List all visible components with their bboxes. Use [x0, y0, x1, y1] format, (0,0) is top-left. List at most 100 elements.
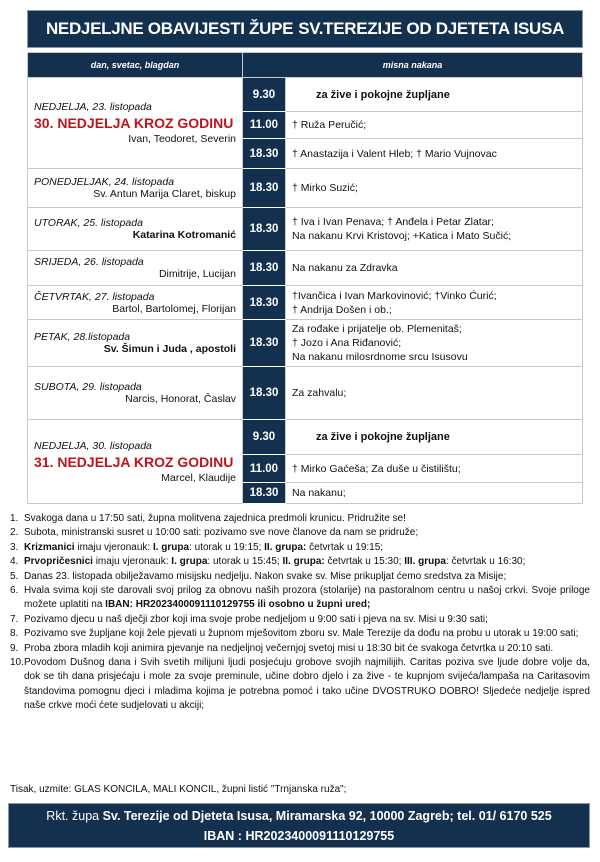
intention-line: †Ivančica i Ivan Markovinović; †Vinko Ću…	[292, 289, 497, 302]
day-cell: NEDJELJA, 23. listopada 30. NEDJELJA KROZ…	[27, 77, 243, 169]
mass-time: 18.30	[242, 482, 286, 504]
intention-line: † Jozo i Ana Riđanović;	[292, 337, 402, 349]
note-number: 3.	[10, 541, 19, 553]
table-row: SRIJEDA, 26. listopada Dimitrije, Lucijan…	[27, 250, 583, 286]
announcements-list: 1. Svakoga dana u 17:50 sati, župna molit…	[10, 512, 590, 714]
table-row: SUBOTA, 29. listopada Narcis, Honorat, Ča…	[27, 366, 583, 420]
saints: Ivan, Teodoret, Severin	[128, 133, 236, 145]
day-name: UTORAK, 25. listopada	[34, 217, 143, 229]
note-text: Svakoga dana u 17:50 sati, župna molitve…	[24, 512, 406, 526]
note-segment: I. grupa	[171, 556, 208, 568]
note-number: 9.	[10, 642, 19, 654]
note-item: 4. Prvopričesnici imaju vjeronauk: I. gru…	[10, 555, 590, 569]
note-number: 2.	[10, 527, 19, 539]
note-segment: II. grupa:	[282, 556, 325, 568]
note-segment: Danas 23. listopada obilježavamo misijsk…	[24, 570, 507, 582]
saints: Dimitrije, Lucijan	[158, 268, 236, 280]
intention-line: Za zahvalu;	[292, 387, 347, 399]
day-name: NEDJELJA, 23. listopada	[34, 101, 152, 113]
intention-line: † Andrija Došen i ob.;	[292, 303, 392, 316]
note-text: Danas 23. listopada obilježavamo misijsk…	[24, 570, 506, 584]
note-number: 10.	[10, 657, 24, 669]
note-segment: imaju vjeronauk:	[74, 541, 153, 553]
intention-line: Na nakanu za Zdravka	[292, 262, 398, 274]
press-note: Tisak, uzmite: GLAS KONCILA, MALI KONCIL…	[10, 784, 347, 795]
mass-time: 18.30	[242, 207, 286, 251]
day-cell: SUBOTA, 29. listopada Narcis, Honorat, Ča…	[27, 366, 243, 420]
note-item: 9. Proba zbora mladih koji animira pjevan…	[10, 642, 590, 656]
intention-line: za žive i pokojne župljane	[316, 431, 450, 443]
note-item: 10. Povodom Dušnog dana i Svih svetih mil…	[10, 656, 590, 714]
note-number: 6.	[10, 585, 19, 597]
note-segment: četvrtak u 19:15;	[306, 541, 384, 553]
day-cell: SRIJEDA, 26. listopada Dimitrije, Lucijan	[27, 250, 243, 286]
note-segment: : utorak u 15:45;	[207, 556, 283, 568]
title-part1: NEDJELJNE OBAVIJESTI ŽUPE	[45, 19, 294, 38]
intention-line: † Iva i Ivan Penava; † Anđela i Petar Zl…	[292, 216, 494, 228]
saints: Sv. Antun Marija Claret, biskup	[93, 188, 236, 200]
table-row: NEDJELJA, 23. listopada 30. NEDJELJA KROZ…	[27, 77, 583, 169]
mass-time: 11.00	[242, 111, 286, 139]
table-row: PETAK, 28.listopada Sv. Šimun i Juda , ap…	[27, 319, 583, 367]
day-cell: NEDJELJA, 30. listopada 31. NEDJELJA KROZ…	[27, 419, 243, 504]
saints: Katarina Kotromanić	[132, 229, 236, 241]
day-cell: PETAK, 28.listopada Sv. Šimun i Juda , ap…	[27, 319, 243, 367]
feast-title: 31. NEDJELJA KROZ GODINU	[34, 453, 234, 470]
day-cell: ČETVRTAK, 27. listopada Bartol, Bartolome…	[27, 285, 243, 320]
note-text: Pozivamo sve župljane koji žele pjevati …	[24, 627, 578, 641]
mass-time: 9.30	[242, 77, 286, 112]
day-name: SUBOTA, 29. listopada	[34, 381, 142, 393]
note-segment: Prvopričesnici	[24, 556, 93, 568]
note-segment: Proba zbora mladih koji animira pjevanje…	[24, 642, 554, 654]
note-item: 7. Pozivamo djecu u naš dječji zbor koji …	[10, 613, 590, 627]
mass-schedule-table: dan, svetac, blagdan misna nakana NEDJEL…	[27, 52, 583, 504]
note-segment: Pozivamo djecu u naš dječji zbor koji im…	[24, 613, 488, 625]
mass-intention: za žive i pokojne župljane	[285, 419, 583, 455]
mass-intention: † Iva i Ivan Penava; † Anđela i Petar Zl…	[285, 207, 583, 251]
note-segment: : četvrtak u 16:30;	[445, 556, 526, 568]
note-segment: IBAN: HR2023400091110129755 ili osobno u…	[105, 599, 371, 611]
mass-time: 11.00	[242, 454, 286, 483]
intention-line: † Ruža Peručić;	[292, 119, 367, 131]
footer-contact: Rkt. župa Sv. Terezije od Djeteta Isusa,…	[8, 803, 590, 848]
note-segment: Pozivamo sve župljane koji žele pjevati …	[24, 628, 579, 640]
note-segment: četvrtak u 15:30;	[324, 556, 405, 568]
note-item: 2. Subota, ministranski susret u 10:00 sa…	[10, 526, 590, 540]
day-name: NEDJELJA, 30. listopada	[34, 439, 152, 452]
note-item: 1. Svakoga dana u 17:50 sati, župna molit…	[10, 512, 590, 526]
feast-title: 30. NEDJELJA KROZ GODINU	[34, 115, 234, 131]
mass-time: 18.30	[242, 285, 286, 320]
intention-line: za žive i pokojne župljane	[316, 88, 450, 101]
day-name: ČETVRTAK, 27. listopada	[34, 290, 155, 303]
note-text: Hvala svima koji ste darovali svoj prilo…	[24, 584, 590, 613]
intention-line: † Mirko Gaćeša; Za duše u čistilištu;	[292, 462, 461, 475]
note-segment: : utorak u 19:15;	[189, 541, 265, 553]
mass-intention: † Mirko Suzić;	[285, 168, 583, 208]
note-text: Krizmanici imaju vjeronauk: I. grupa: ut…	[24, 541, 383, 555]
table-row: ČETVRTAK, 27. listopada Bartol, Bartolome…	[27, 285, 583, 320]
note-segment: Krizmanici	[24, 541, 75, 553]
table-row: 18.30 † Anastazija i Valent Hleb; † Mario…	[28, 138, 583, 169]
note-item: 8. Pozivamo sve župljane koji žele pjevat…	[10, 627, 590, 641]
day-cell: PONEDJELJAK, 24. listopada Sv. Antun Mari…	[27, 168, 243, 208]
note-segment: I. grupa	[152, 541, 190, 553]
table-row: 18.30 Na nakanu;	[28, 482, 583, 504]
note-segment: III. grupa	[404, 556, 446, 568]
mass-intention: † Ruža Peručić;	[285, 111, 583, 139]
mass-time: 9.30	[242, 419, 286, 455]
mass-intention: za žive i pokojne župljane	[285, 77, 583, 112]
note-number: 1.	[10, 513, 19, 524]
day-cell: UTORAK, 25. listopada Katarina Kotromanić	[27, 207, 243, 251]
note-item: 6. Hvala svima koji ste darovali svoj pri…	[10, 584, 590, 613]
title-part2: SV.TEREZIJE OD DJETETA ISUSA	[298, 19, 565, 38]
note-number: 7.	[10, 613, 19, 625]
table-header: dan, svetac, blagdan misna nakana	[27, 52, 583, 78]
mass-time: 18.30	[242, 319, 286, 367]
footer-iban: IBAN : HR2023400091110129755	[203, 829, 395, 843]
saints: Sv. Šimun i Juda , apostoli	[103, 343, 236, 355]
intention-line: † Mirko Suzić;	[292, 182, 358, 194]
day-name: PETAK, 28.listopada	[34, 331, 131, 343]
note-number: 5.	[10, 570, 19, 582]
table-row: UTORAK, 25. listopada Katarina Kotromanić…	[27, 207, 583, 251]
note-segment: II. grupa:	[264, 541, 307, 553]
